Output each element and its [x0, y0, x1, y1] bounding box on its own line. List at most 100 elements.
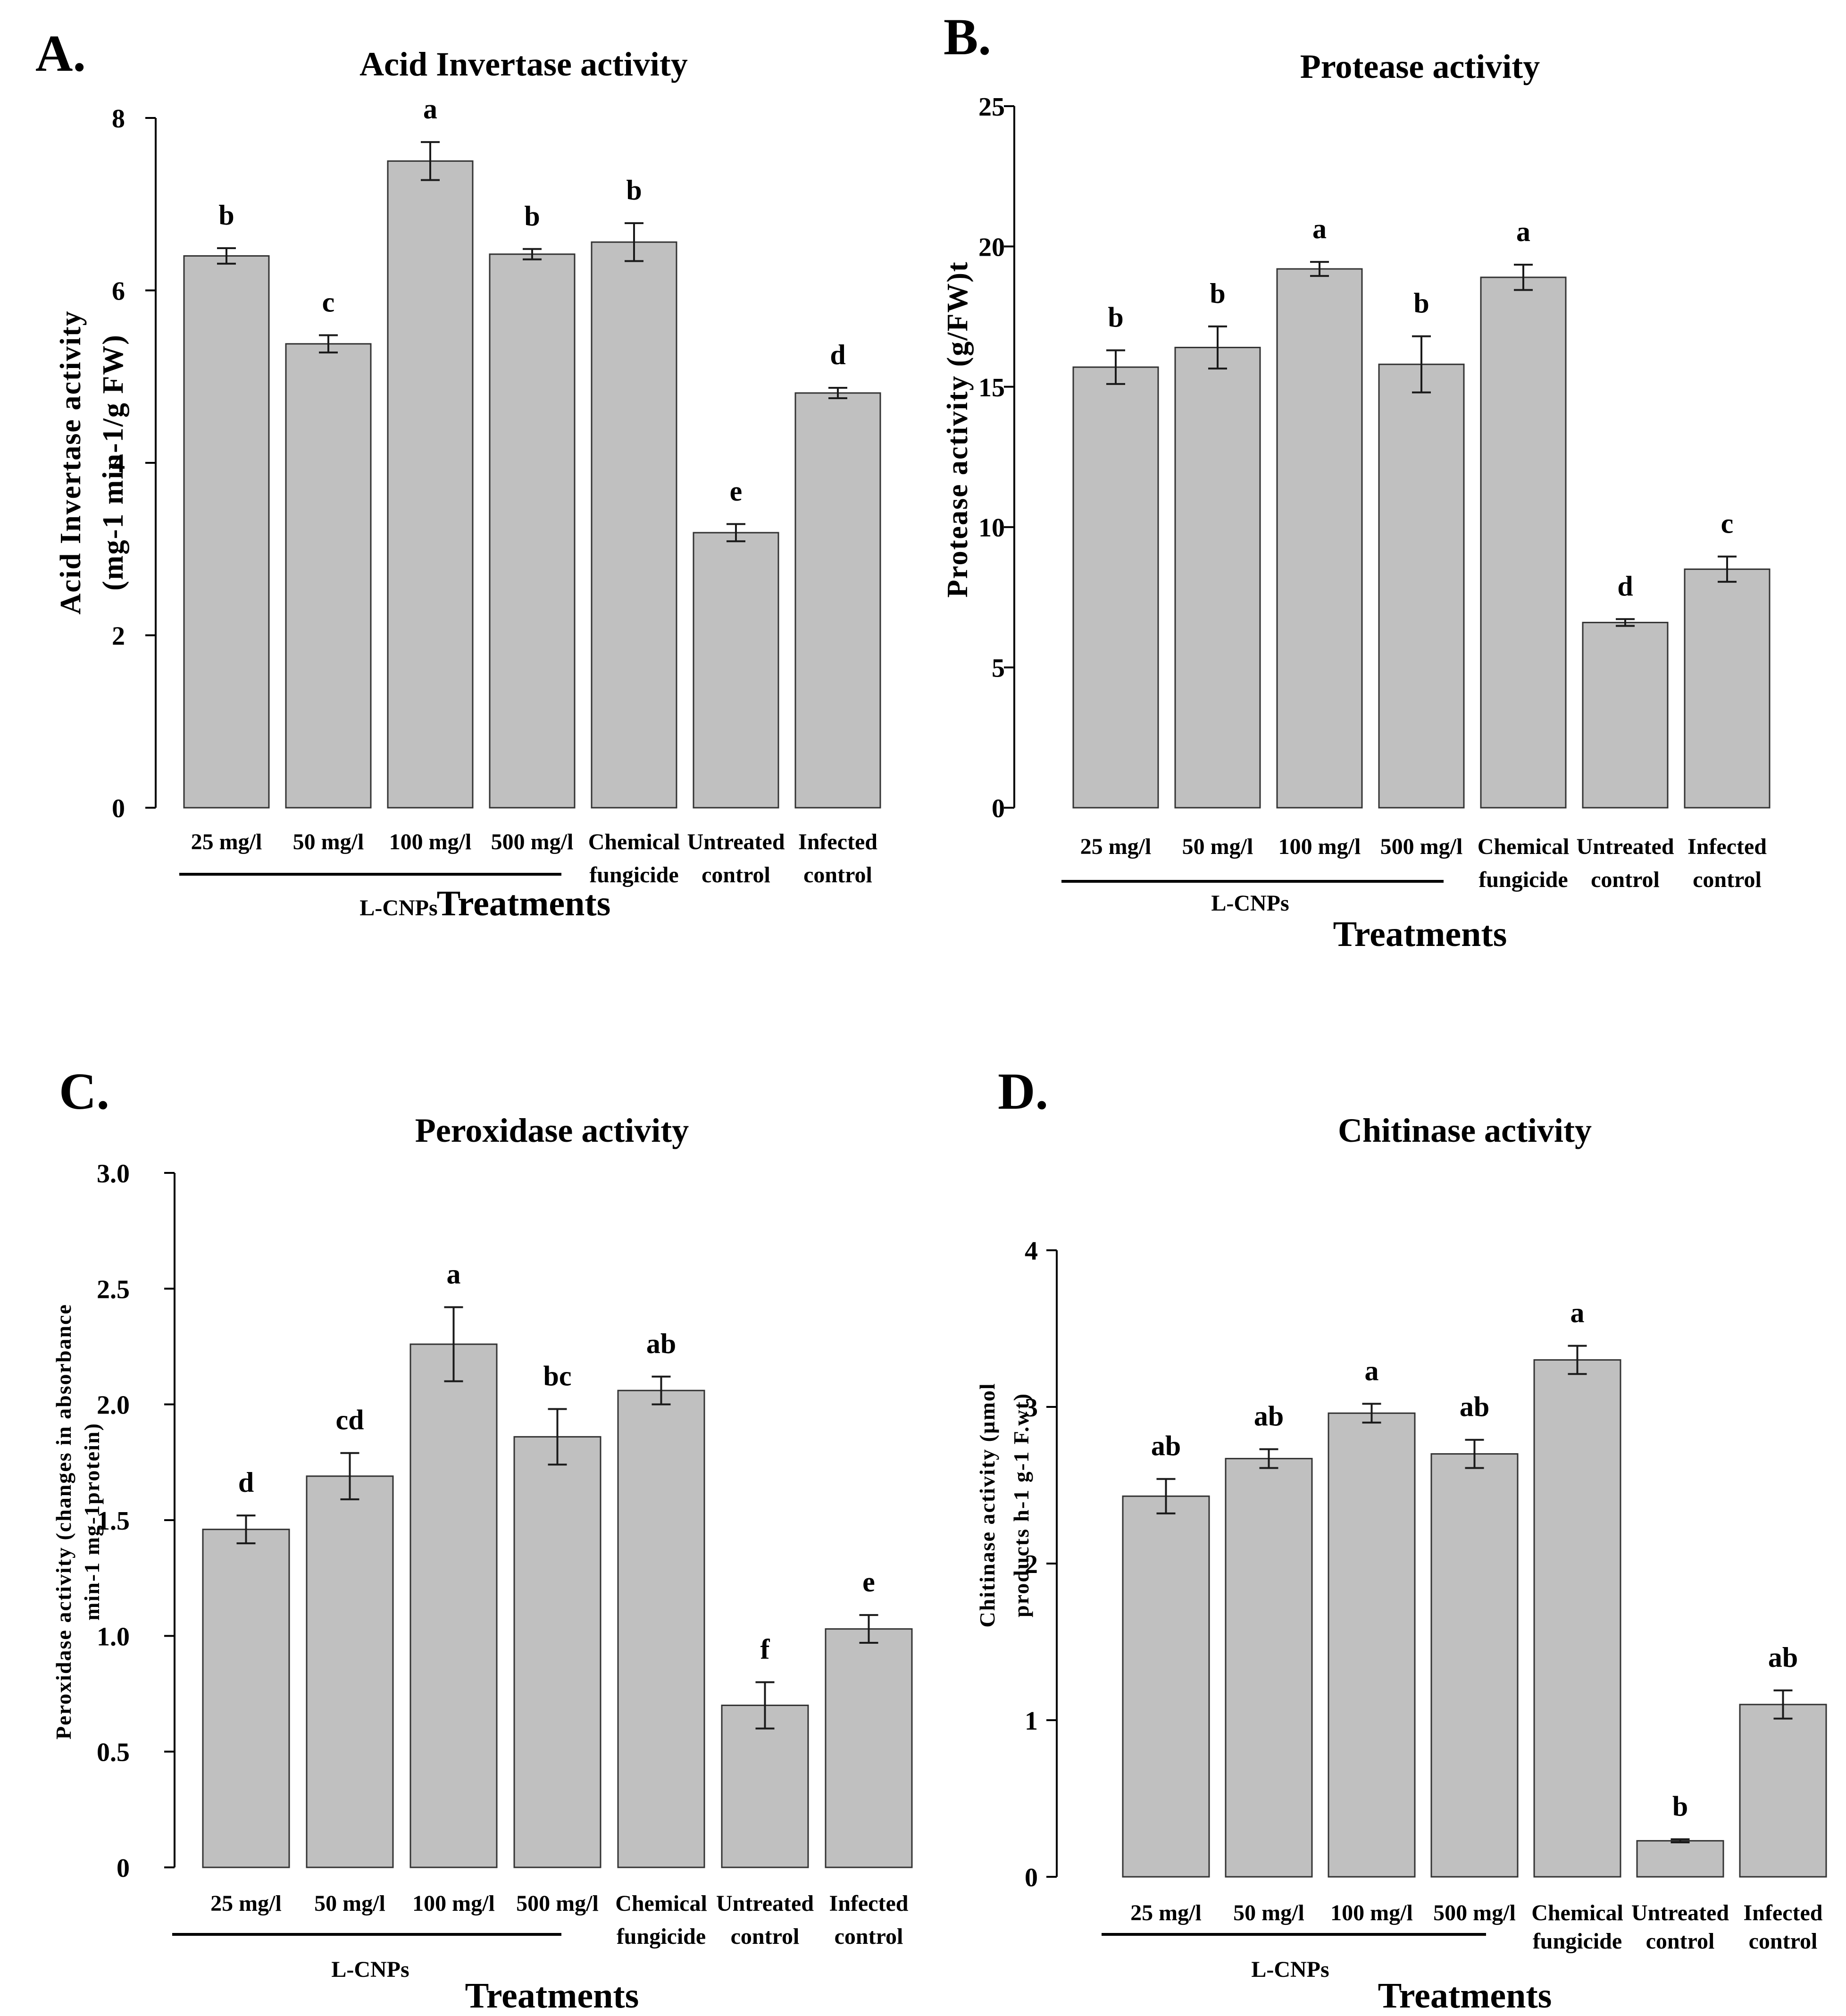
category-label: control [1591, 867, 1660, 892]
category-label: 50 mg/l [314, 1891, 385, 1916]
bar [617, 1389, 705, 1868]
bar [513, 1436, 601, 1868]
significance-letter: cd [336, 1405, 364, 1436]
y-tick-label: 1 [1025, 1706, 1038, 1736]
significance-letter: a [1516, 216, 1530, 247]
category-label: Infected [1687, 834, 1767, 859]
y-tick-label: 8 [112, 104, 125, 134]
y-tick-label: 4 [1025, 1237, 1038, 1266]
y-tick-label: 5 [992, 654, 1005, 683]
significance-letter: b [524, 201, 540, 232]
category-label: 25 mg/l [191, 829, 262, 854]
panel-letter: A. [35, 25, 86, 82]
bar [1072, 366, 1159, 809]
category-label: Infected [829, 1891, 909, 1916]
y-tick-label: 10 [978, 513, 1005, 543]
chart-title: Protease activity [1300, 48, 1540, 85]
category-label: Untreated [687, 829, 785, 854]
category-label: fungicide [1478, 867, 1568, 892]
panel-letter: D. [998, 1062, 1048, 1120]
category-label: fungicide [589, 862, 678, 887]
category-label: 500 mg/l [491, 829, 574, 854]
x-axis-label: Treatments [465, 1976, 639, 2016]
category-label: Untreated [716, 1891, 814, 1916]
significance-letter: ab [1768, 1642, 1798, 1673]
category-label: 50 mg/l [293, 829, 364, 854]
y-tick-label: 3.0 [97, 1159, 130, 1188]
significance-letter: b [1108, 301, 1123, 333]
significance-letter: f [760, 1633, 770, 1665]
y-axis-label: Acid Invertase activity (mg-1 min-1/g FW) [55, 310, 129, 614]
y-axis-label-line: Acid Invertase activity [55, 310, 87, 614]
category-label: 100 mg/l [1330, 1900, 1413, 1925]
category-label: 500 mg/l [516, 1891, 599, 1916]
bar [1430, 1453, 1519, 1878]
category-label: Infected [1744, 1900, 1823, 1925]
significance-letter: b [1672, 1790, 1688, 1822]
significance-letter: d [1617, 570, 1633, 602]
y-axis-label-line: Protease activity (g/FW)t [942, 261, 974, 597]
y-axis-label: Peroxidase activity (changes in absorban… [51, 1304, 104, 1740]
bar [1684, 568, 1771, 809]
significance-letter: a [1312, 213, 1327, 244]
category-label: Infected [798, 829, 877, 854]
category-label: 50 mg/l [1182, 834, 1253, 859]
significance-letter: b [218, 200, 234, 231]
bar [285, 343, 372, 809]
bar [1225, 1458, 1313, 1878]
significance-letter: a [447, 1259, 461, 1290]
category-label: Chemical [588, 829, 680, 854]
category-label: fungicide [1533, 1929, 1622, 1954]
bar [794, 392, 881, 809]
y-tick-label: 2.0 [97, 1391, 130, 1420]
bar [306, 1475, 394, 1868]
significance-letter: ab [1254, 1401, 1284, 1432]
category-label: 25 mg/l [1130, 1900, 1202, 1925]
category-label: 50 mg/l [1233, 1900, 1304, 1925]
chart-panel-1: A. Acid Invertase activity 0 2 4 6 8 Acid Inver… [35, 25, 881, 923]
chart-panel-2: B. Protease activity 0 5 10 15 20 25 Protease ac… [942, 8, 1771, 954]
significance-letter: b [1413, 288, 1429, 319]
significance-letter: a [1570, 1297, 1585, 1329]
bar [693, 532, 779, 809]
chart-title: Chitinase activity [1338, 1112, 1592, 1149]
bar [489, 253, 576, 809]
bar [1122, 1495, 1210, 1878]
significance-letter: bc [543, 1360, 572, 1391]
significance-letter: ab [646, 1328, 676, 1359]
y-axis-label: Chitinase activity (µmol products h-1 g-1… [975, 1382, 1033, 1627]
y-tick-label: 3 [1025, 1393, 1038, 1422]
y-tick-label: 15 [978, 373, 1005, 402]
significance-letter: c [322, 287, 335, 318]
chart-title: Peroxidase activity [415, 1112, 689, 1149]
category-label: 25 mg/l [1080, 834, 1152, 859]
bar [1582, 621, 1669, 809]
y-tick-label: 1.0 [97, 1622, 130, 1651]
category-label: Untreated [1576, 834, 1674, 859]
y-axis-label-line: min-1 mg-1protein) [80, 1422, 104, 1621]
significance-letter: ab [1460, 1391, 1489, 1422]
category-label: control [1693, 867, 1762, 892]
significance-letter: b [626, 175, 642, 206]
significance-letter: d [830, 339, 845, 370]
category-label: control [803, 862, 872, 887]
bar [1480, 276, 1567, 809]
category-label: 500 mg/l [1433, 1900, 1516, 1925]
significance-letter: b [1210, 278, 1225, 309]
category-label: control [731, 1924, 800, 1949]
bar [409, 1343, 498, 1868]
chart-panel-3: C. Peroxidase activity 0 0.5 1.0 1.5 2.0 2.5 3.0… [51, 1062, 913, 2016]
category-label: control [1646, 1929, 1715, 1954]
category-label: control [702, 862, 770, 887]
group-label: L-CNPs [359, 895, 437, 920]
category-label: control [1749, 1929, 1818, 1954]
y-tick-label: 0 [112, 794, 125, 823]
category-label: 100 mg/l [1278, 834, 1361, 859]
category-label: control [835, 1924, 903, 1949]
group-label: L-CNPs [1251, 1957, 1329, 1982]
y-tick-label: 1.5 [97, 1506, 130, 1536]
y-tick-label: 25 [978, 92, 1005, 122]
group-label: L-CNPs [1211, 891, 1289, 916]
chart-panel-4: D. Chitinase activity 0 1 2 3 4 Chitinase activ… [975, 1062, 1827, 2016]
